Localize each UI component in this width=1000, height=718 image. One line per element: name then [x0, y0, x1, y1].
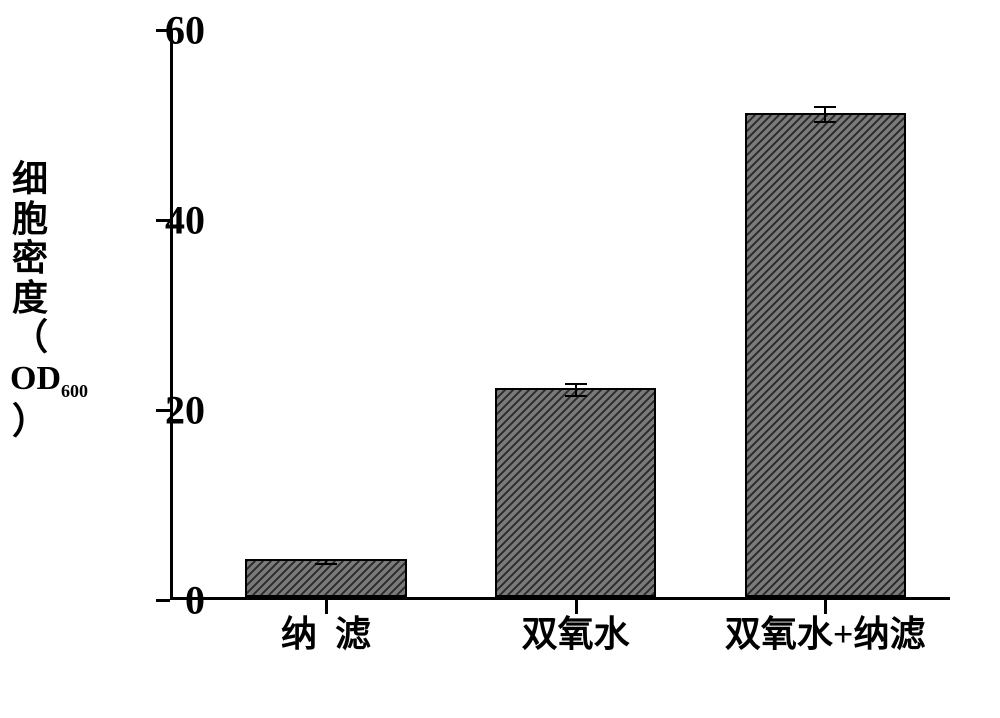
y-axis-label-char: 密 [10, 239, 50, 279]
bar [745, 113, 906, 598]
bar-hatch [497, 390, 654, 595]
y-axis-label-unit-close: ） [10, 402, 50, 442]
y-axis-label-unit-main: OD [10, 360, 61, 397]
y-axis-label: 细 胞 密 度 （ OD600 ） [10, 160, 50, 441]
chart-container: 细 胞 密 度 （ OD600 ） 0 20 40 60 纳 滤 双氧水 双氧水+纳滤 [0, 0, 1000, 718]
y-tick-label: 20 [165, 387, 205, 434]
y-tick [156, 599, 170, 602]
y-axis-label-unit: OD600 [10, 360, 88, 397]
y-tick-label: 0 [185, 577, 205, 624]
y-axis-label-char: 细 [10, 160, 50, 200]
y-axis-label-unit-open: （ [10, 318, 50, 358]
y-axis-label-char: 度 [10, 279, 50, 319]
y-axis-label-char: 胞 [10, 200, 50, 240]
bar-hatch [747, 115, 904, 596]
plot-area [170, 30, 950, 600]
x-tick-label: 纳 滤 [281, 605, 371, 657]
y-axis-line [170, 30, 173, 600]
error-bar-cap-top [565, 383, 587, 385]
error-bar-cap-top [814, 106, 836, 108]
error-bar-cap-top [315, 559, 337, 561]
x-tick-label: 双氧水+纳滤 [725, 605, 926, 657]
y-tick-label: 40 [165, 197, 205, 244]
y-tick-label: 60 [165, 7, 205, 54]
bar-hatch [247, 561, 404, 595]
x-axis-line [170, 597, 950, 600]
error-bar-cap-bottom [565, 395, 587, 397]
x-tick-label: 双氧水 [522, 605, 630, 657]
error-bar-cap-bottom [315, 563, 337, 565]
error-bar-cap-bottom [814, 121, 836, 123]
y-axis-label-unit-sub: 600 [61, 381, 88, 401]
bar [495, 388, 656, 597]
error-bar-stem [824, 106, 826, 121]
